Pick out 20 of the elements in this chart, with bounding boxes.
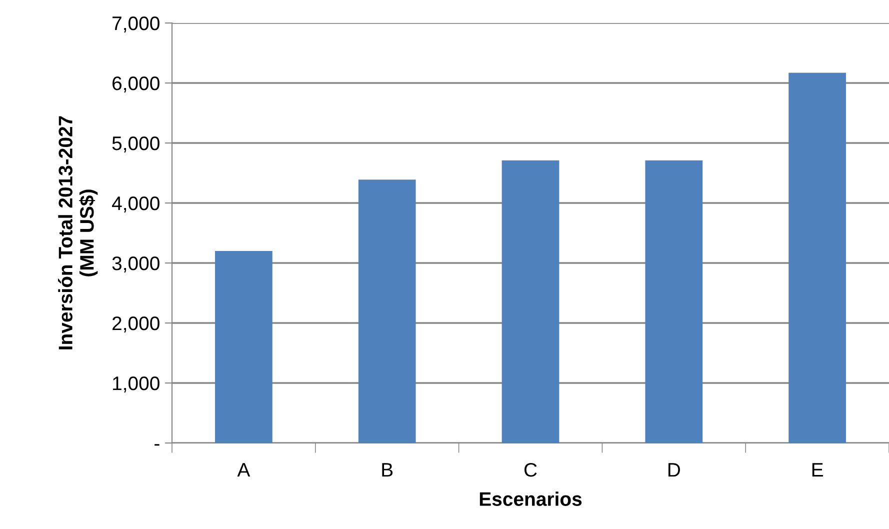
x-tick-label: E xyxy=(812,463,823,477)
bar xyxy=(645,160,703,443)
x-axis-title: Escenarios xyxy=(480,492,582,506)
y-tick-label: 5,000 xyxy=(112,136,160,153)
y-tick-label: 6,000 xyxy=(112,76,160,93)
y-tick-label: 3,000 xyxy=(112,256,160,273)
bar xyxy=(215,251,272,443)
y-tick-label: 4,000 xyxy=(112,196,160,213)
x-tick-label: C xyxy=(524,462,537,477)
bar xyxy=(788,72,846,443)
y-tick-label: 7,000 xyxy=(112,16,160,33)
y-tick-label: - xyxy=(154,444,160,446)
x-tick-label: A xyxy=(237,463,250,477)
y-axis-title: Inversión Total 2013-2027 (MM US$) xyxy=(58,116,98,350)
x-tick-label: D xyxy=(668,463,680,477)
x-tick-label: B xyxy=(382,463,393,477)
y-tick-label: 1,000 xyxy=(113,376,160,393)
bar xyxy=(358,180,416,443)
bar xyxy=(502,160,560,443)
y-tick-label: 2,000 xyxy=(112,316,160,333)
